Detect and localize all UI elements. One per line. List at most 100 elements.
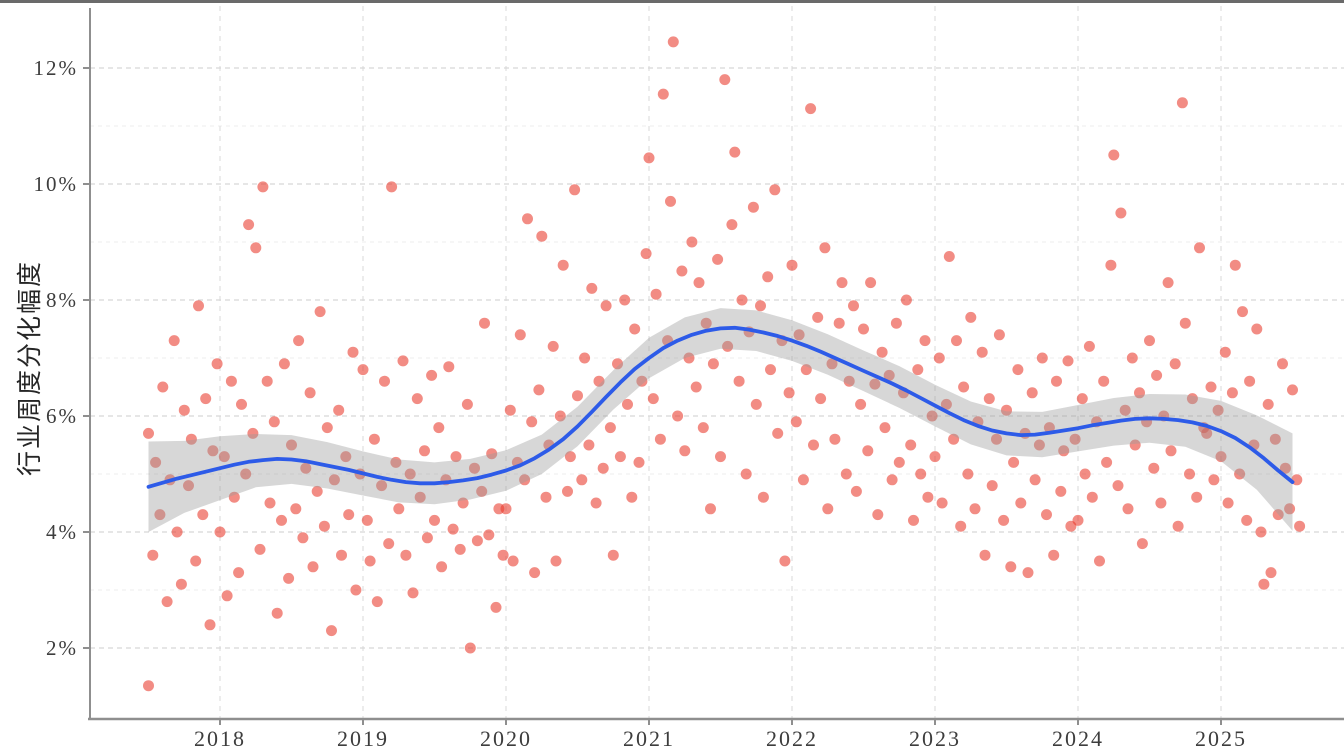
y-tick-label: 2% (46, 636, 78, 660)
data-point (686, 236, 698, 248)
data-point (536, 230, 548, 242)
data-point (197, 509, 209, 521)
data-point (261, 375, 273, 387)
data-point (376, 480, 388, 492)
data-point (221, 590, 233, 602)
data-point (1101, 456, 1113, 468)
data-point (622, 398, 633, 410)
data-point (464, 642, 476, 654)
data-point (1008, 456, 1020, 468)
data-point (507, 555, 519, 567)
data-point (1272, 509, 1284, 521)
data-point (1244, 375, 1256, 387)
data-point (962, 468, 974, 480)
data-point (647, 393, 659, 405)
data-point (393, 503, 405, 515)
data-point (371, 596, 383, 608)
data-point (654, 433, 666, 445)
data-point (1262, 398, 1274, 410)
y-tick-label: 6% (46, 404, 78, 428)
data-point (1029, 474, 1041, 486)
data-point (922, 491, 934, 503)
data-point (1222, 497, 1234, 509)
data-point (1186, 393, 1198, 405)
data-point (161, 596, 173, 608)
data-point (218, 451, 230, 463)
data-point (1136, 538, 1148, 550)
data-point (614, 451, 626, 463)
data-point (311, 485, 323, 497)
data-point (557, 259, 569, 271)
data-point (469, 462, 480, 474)
data-point (1015, 497, 1027, 509)
data-point (1129, 439, 1141, 451)
data-point (1086, 491, 1098, 503)
data-point (321, 422, 333, 434)
data-point (183, 480, 194, 492)
data-point (779, 555, 791, 567)
data-point (526, 416, 538, 428)
data-point (1205, 381, 1217, 393)
data-point (340, 451, 352, 463)
data-point (955, 520, 967, 532)
data-point (1226, 387, 1238, 399)
data-point (547, 340, 559, 352)
data-point (157, 381, 169, 393)
data-point (626, 491, 638, 503)
data-point (1058, 445, 1070, 457)
data-point (143, 427, 154, 439)
data-point (357, 364, 369, 376)
data-point (1112, 480, 1124, 492)
data-point (450, 451, 462, 463)
x-tick-label: 2020 (480, 726, 532, 751)
data-point (1172, 520, 1184, 532)
data-point (586, 282, 598, 294)
data-point (147, 549, 159, 561)
data-point (790, 416, 802, 428)
data-point (254, 543, 266, 555)
data-point (633, 456, 645, 468)
data-point (1148, 462, 1160, 474)
data-point (1179, 317, 1191, 329)
data-point (1048, 549, 1060, 561)
x-tick-label: 2025 (1195, 726, 1247, 751)
data-point (1144, 335, 1155, 347)
data-point (1022, 567, 1034, 579)
data-point (250, 242, 262, 254)
data-point (650, 288, 662, 300)
data-point (540, 491, 552, 503)
data-point (1265, 567, 1277, 579)
data-point (500, 503, 512, 515)
data-point (204, 619, 216, 631)
y-axis-title: 行业周度分化幅度 (17, 259, 44, 477)
data-point (667, 36, 679, 48)
data-point (886, 474, 898, 486)
data-point (554, 410, 566, 422)
data-point (283, 572, 295, 584)
data-point (1219, 346, 1231, 358)
data-point (1251, 323, 1263, 335)
data-point (733, 375, 745, 387)
data-point (915, 468, 927, 480)
data-point (268, 416, 280, 428)
data-point (143, 680, 154, 692)
data-point (264, 497, 276, 509)
data-point (969, 503, 981, 515)
data-point (640, 248, 652, 260)
data-point (154, 509, 166, 521)
data-point (700, 317, 712, 329)
data-point (290, 503, 302, 515)
data-point (572, 390, 583, 402)
data-point (612, 358, 623, 370)
data-point (769, 184, 781, 196)
data-point (1041, 509, 1052, 521)
data-point (1234, 468, 1246, 480)
data-point (414, 491, 426, 503)
data-point (343, 509, 355, 521)
data-point (1241, 514, 1253, 526)
data-point (1277, 358, 1288, 370)
data-point (986, 480, 998, 492)
data-point (833, 317, 845, 329)
data-point (855, 398, 867, 410)
